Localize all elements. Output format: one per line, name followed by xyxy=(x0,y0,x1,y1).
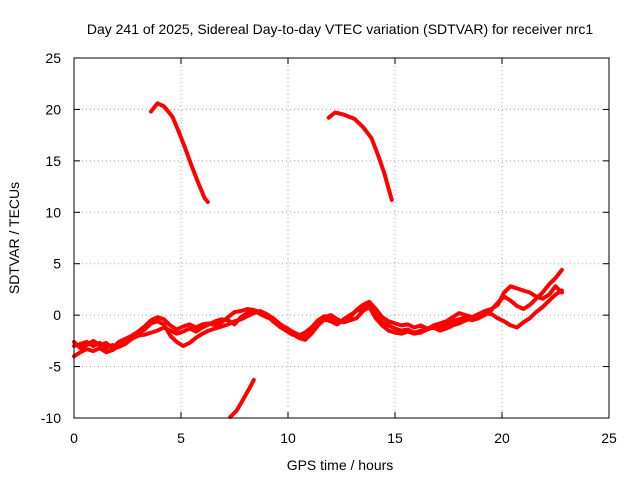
series-line xyxy=(228,377,256,419)
series-line xyxy=(149,101,210,204)
grid-lines xyxy=(74,58,609,418)
chart-title: Day 241 of 2025, Sidereal Day-to-day VTE… xyxy=(87,21,593,37)
x-tick-label: 15 xyxy=(387,430,403,446)
series-line xyxy=(326,110,394,202)
plot-frame xyxy=(73,57,610,419)
x-tick-label: 0 xyxy=(70,430,78,446)
x-tick-label: 5 xyxy=(177,430,185,446)
y-tick-label: -10 xyxy=(41,410,61,426)
series-line xyxy=(72,284,564,351)
y-tick-label: 20 xyxy=(45,101,61,117)
x-tick-label: 20 xyxy=(494,430,510,446)
series-layer xyxy=(72,101,564,419)
x-tick-label: 25 xyxy=(601,430,617,446)
axis-ticks: 0 5 10 15 20 25 -10 -5 0 5 10 15 20 25 xyxy=(41,50,617,446)
y-tick-label: 25 xyxy=(45,50,61,66)
x-tick-label: 10 xyxy=(280,430,296,446)
y-tick-label: 10 xyxy=(45,204,61,220)
y-tick-label: 0 xyxy=(53,307,61,323)
y-tick-label: -5 xyxy=(49,359,62,375)
y-axis-label: SDTVAR / TECUs xyxy=(6,182,22,294)
y-tick-label: 5 xyxy=(53,256,61,272)
y-tick-label: 15 xyxy=(45,153,61,169)
x-axis-label: GPS time / hours xyxy=(287,457,394,473)
